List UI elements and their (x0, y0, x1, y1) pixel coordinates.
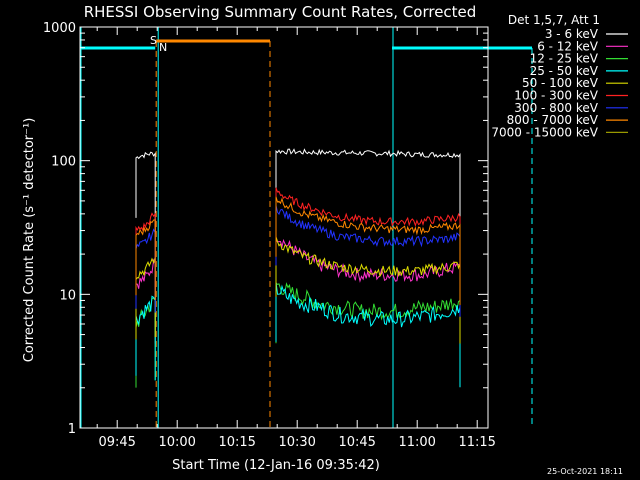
legend-label: 50 - 100 keV (522, 76, 599, 90)
series-line (275, 205, 461, 317)
plot-frame (79, 26, 489, 429)
legend-label: 6 - 12 keV (537, 39, 599, 53)
series-line (135, 151, 156, 234)
x-tick-label: 10:00 (158, 435, 195, 450)
axis-ticks: 09:45 10:00 10:15 10:30 10:45 11:00 11:15 1 10 10… (43, 21, 496, 450)
x-tick-label: 11:00 (398, 435, 435, 450)
series-line (135, 258, 156, 344)
x-tick-label: 09:45 (98, 435, 135, 450)
series-line (275, 281, 461, 388)
legend-label: 7000 - 15000 keV (491, 125, 598, 139)
legend-label: 300 - 800 keV (514, 101, 598, 115)
legend-label: 3 - 6 keV (545, 27, 599, 41)
legend-label: 25 - 50 keV (530, 64, 599, 78)
y-tick-label: 100 (51, 155, 76, 170)
x-tick-label: 11:15 (458, 435, 495, 450)
series-line (135, 219, 156, 300)
chart-title: RHESSI Observing Summary Count Rates, Co… (84, 3, 477, 21)
series-line (275, 187, 461, 297)
y-tick-label: 10 (59, 288, 76, 303)
y-tick-label: 1000 (43, 21, 76, 36)
series-lines (135, 148, 461, 388)
series-line (135, 297, 156, 388)
generation-timestamp: 25-Oct-2021 18:11 (547, 467, 623, 476)
saa-label: S (150, 34, 157, 47)
legend-label: 100 - 300 keV (514, 89, 598, 103)
x-axis-label: Start Time (12-Jan-16 09:35:42) (172, 458, 380, 473)
plot-border (79, 26, 489, 429)
y-tick-label: 1 (68, 422, 76, 437)
y-axis-label: Corrected Count Rate (s⁻¹ detector⁻¹) (22, 118, 37, 363)
legend-label: 12 - 25 keV (530, 52, 599, 66)
x-tick-label: 10:30 (278, 435, 315, 450)
series-line (135, 295, 156, 381)
series-line (135, 256, 156, 340)
night-label: N (159, 41, 167, 54)
legend-label: 800 - 7000 keV (507, 113, 599, 127)
saa-intervals (155, 39, 271, 428)
series-line (275, 148, 461, 235)
series-line (135, 228, 156, 313)
legend-title: Det 1,5,7, Att 1 (508, 13, 600, 27)
x-tick-label: 10:45 (338, 435, 375, 450)
series-line (275, 282, 461, 381)
series-line (275, 196, 461, 305)
series-line (135, 212, 156, 294)
x-tick-label: 10:15 (218, 435, 255, 450)
series-line (275, 236, 461, 344)
